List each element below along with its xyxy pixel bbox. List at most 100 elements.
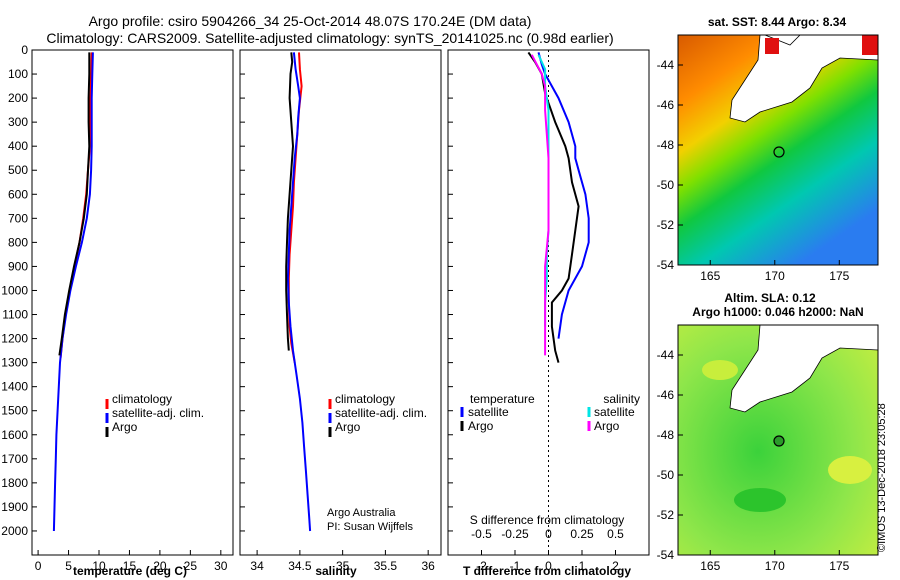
legend-argo: Argo bbox=[112, 420, 138, 434]
map-x-tick-label: 175 bbox=[829, 269, 849, 283]
depth-tick-label: 1400 bbox=[1, 380, 28, 394]
depth-tick-label: 900 bbox=[8, 259, 28, 273]
series-line-argo bbox=[285, 52, 295, 351]
depth-tick-label: 400 bbox=[8, 139, 28, 153]
sst-map-ticks: 165 170 175 -44 -46 -48 -50 -52 -54 bbox=[657, 58, 850, 283]
depth-tick-label: 1600 bbox=[1, 428, 28, 442]
temperature-panel bbox=[31, 49, 234, 556]
header-line2: Climatology: CARS2009. Satellite-adjuste… bbox=[46, 30, 613, 46]
legend-t-satellite: satellite bbox=[468, 405, 509, 419]
map-x-tick-label: 165 bbox=[700, 269, 720, 283]
map-y-tick-label: -52 bbox=[657, 508, 675, 522]
map-y-tick-label: -46 bbox=[657, 98, 675, 112]
map-y-tick-label: -50 bbox=[657, 178, 675, 192]
sla-map-ticks: 165 170 175 -44 -46 -48 -50 -52 -54 bbox=[657, 348, 850, 573]
depth-tick-label: 1000 bbox=[1, 283, 28, 297]
series-lines bbox=[52, 51, 590, 532]
sst-argo-marker bbox=[773, 146, 785, 158]
axes: 0 5 10 15 20 25 30 34 34.5 35 35.5 36 -2 -1 0 1 2 bbox=[32, 49, 619, 573]
map-y-tick-label: -50 bbox=[657, 468, 675, 482]
legend-climatology: climatology bbox=[335, 392, 395, 406]
s-diff-tick-label: -0.5 bbox=[471, 527, 492, 541]
depth-tick-label: 1800 bbox=[1, 476, 28, 490]
s-diff-tick-label: 0.5 bbox=[607, 527, 624, 541]
depth-tick-label: 500 bbox=[8, 163, 28, 177]
series-line-satellite-adj-clim- bbox=[286, 52, 312, 532]
credit-line2: PI: Susan Wijffels bbox=[327, 521, 413, 533]
depth-tick-label: 1700 bbox=[1, 452, 28, 466]
legend-s-satellite: satellite bbox=[594, 405, 635, 419]
x-tick-label: 0 bbox=[35, 559, 42, 573]
s-diff-tick-label: 0.25 bbox=[570, 527, 594, 541]
sst-new-zealand-landmass bbox=[729, 35, 878, 123]
x-tick-label: 35 bbox=[336, 559, 350, 573]
x-tick-label: 20 bbox=[153, 559, 167, 573]
difference-xlabel: T difference from climatology bbox=[463, 564, 631, 578]
sst-warm-patch bbox=[765, 38, 779, 54]
map-y-tick-label: -48 bbox=[657, 428, 675, 442]
sla-feature bbox=[702, 360, 738, 380]
header-line1: Argo profile: csiro 5904266_34 25-Oct-20… bbox=[89, 13, 532, 29]
sst-map-title: sat. SST: 8.44 Argo: 8.34 bbox=[708, 15, 847, 29]
sla-feature bbox=[828, 456, 872, 484]
x-tick-label: 15 bbox=[123, 559, 137, 573]
map-y-tick-label: -52 bbox=[657, 218, 675, 232]
legend-t-argo: Argo bbox=[468, 419, 494, 433]
map-y-tick-label: -44 bbox=[657, 348, 675, 362]
map-y-tick-label: -54 bbox=[657, 258, 675, 272]
legend-satellite: satellite-adj. clim. bbox=[112, 406, 204, 420]
map-x-tick-label: 175 bbox=[829, 559, 849, 573]
depth-axis: 0 100 200 300 400 500 600 700 800 900 1000 1100 1200… bbox=[1, 43, 28, 538]
depth-tick-label: 1500 bbox=[1, 404, 28, 418]
sla-map-title: Altim. SLA: 0.12 bbox=[724, 291, 816, 305]
sla-feature bbox=[734, 488, 786, 512]
legend-satellite: satellite-adj. clim. bbox=[335, 406, 427, 420]
map-x-tick-label: 170 bbox=[765, 269, 785, 283]
depth-tick-label: 1100 bbox=[2, 308, 28, 322]
depth-tick-label: 2000 bbox=[1, 524, 28, 538]
x-tick-label: 34.5 bbox=[288, 559, 312, 573]
series-line-s-argo bbox=[530, 54, 550, 356]
s-difference-label: S difference from climatology bbox=[470, 513, 625, 527]
map-y-tick-label: -54 bbox=[657, 548, 675, 562]
sla-map bbox=[678, 325, 878, 555]
credit-line1: Argo Australia bbox=[327, 507, 396, 519]
depth-tick-label: 1300 bbox=[1, 356, 28, 370]
salinity-panel bbox=[239, 49, 442, 556]
x-tick-label: 36 bbox=[421, 559, 435, 573]
map-y-tick-label: -48 bbox=[657, 138, 675, 152]
x-tick-label: -2 bbox=[476, 559, 487, 573]
depth-tick-label: 300 bbox=[8, 115, 28, 129]
temperature-legend: climatology satellite-adj. clim. Argo bbox=[105, 392, 204, 437]
map-x-tick-label: 165 bbox=[700, 559, 720, 573]
difference-legend: temperature satellite Argo salinity sate… bbox=[460, 392, 640, 433]
sla-new-zealand-landmass bbox=[729, 325, 878, 413]
x-tick-label: 1 bbox=[579, 559, 586, 573]
legend-s-argo: Argo bbox=[594, 419, 620, 433]
legend-temperature-title: temperature bbox=[470, 392, 535, 406]
temperature-xlabel: temperature (deg C) bbox=[73, 564, 187, 578]
x-tick-label: 10 bbox=[92, 559, 106, 573]
depth-tick-label: 700 bbox=[8, 211, 28, 225]
sst-map-frame bbox=[677, 34, 879, 266]
salinity-legend: climatology satellite-adj. clim. Argo bbox=[328, 392, 427, 437]
sla-map-subtitle: Argo h1000: 0.046 h2000: NaN bbox=[692, 305, 863, 319]
sla-argo-marker bbox=[773, 435, 785, 447]
timestamp-stamp: ©IMOS 13-Dec-2018 23:05:28 bbox=[876, 403, 888, 552]
x-tick-label: 30 bbox=[214, 559, 228, 573]
s-diff-tick-label: -0.25 bbox=[501, 527, 529, 541]
depth-tick-label: 800 bbox=[8, 235, 28, 249]
depth-tick-label: 600 bbox=[8, 187, 28, 201]
depth-tick-label: 200 bbox=[8, 91, 28, 105]
legend-climatology: climatology bbox=[112, 392, 172, 406]
s-diff-tick-label: 0 bbox=[545, 527, 552, 541]
map-y-tick-label: -46 bbox=[657, 388, 675, 402]
legend-argo: Argo bbox=[335, 420, 361, 434]
sst-warm-patch bbox=[862, 35, 878, 55]
map-y-tick-label: -44 bbox=[657, 58, 675, 72]
legend-salinity-title: salinity bbox=[603, 392, 640, 406]
sst-map bbox=[678, 35, 878, 265]
x-tick-label: 2 bbox=[612, 559, 619, 573]
x-tick-label: 5 bbox=[65, 559, 72, 573]
series-line-t-satellite bbox=[537, 52, 590, 339]
